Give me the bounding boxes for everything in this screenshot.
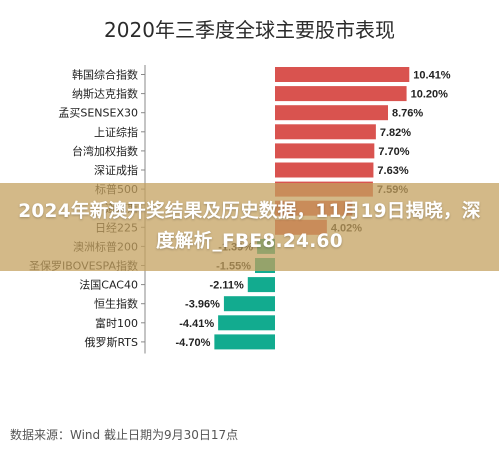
bar-value-label: 7.63% [377,165,408,177]
bar-value-label: -4.41% [179,318,214,330]
bar [275,67,410,82]
chart-title: 2020年三季度全球主要股市表现 [104,18,395,42]
bar-value-label: 10.41% [413,70,451,82]
category-label: 韩国综合指数 [72,68,138,82]
bar-value-label: 8.76% [392,108,423,120]
bar-value-label: -2.11% [210,280,244,292]
data-source-note: 数据来源：Wind 截止日期为9月30日17点 [10,428,239,442]
overlay-banner-text: 2024年新澳开奖结果及历史数据，11月19日揭晓，深度解析_FBE8.24.6… [18,201,481,252]
bar [247,277,275,293]
bar-value-label: -3.96% [185,299,220,311]
category-label: 法国CAC40 [79,278,138,292]
bar [214,334,275,350]
bar [275,86,407,102]
bar-value-label: 7.70% [378,146,409,158]
bar [275,124,376,140]
bar-value-label: -4.70% [176,337,211,349]
category-label: 纳斯达克指数 [72,87,138,101]
category-label: 俄罗斯RTS [84,336,138,349]
bar [218,315,275,331]
bar [275,143,375,159]
category-label: 孟买SENSEX30 [58,107,138,120]
bar [223,296,275,312]
category-label: 富时100 [95,316,138,330]
bar-value-label: 10.20% [411,89,449,101]
bar-value-label: 7.82% [380,127,411,139]
category-label: 台湾加权指数 [72,144,138,158]
category-label: 恒生指数 [94,297,138,311]
bar [275,105,389,121]
category-label: 深证成指 [94,163,138,177]
category-label: 上证综指 [94,125,138,139]
bar [275,162,374,178]
overlay-banner: 2024年新澳开奖结果及历史数据，11月19日揭晓，深度解析_FBE8.24.6… [0,183,499,271]
